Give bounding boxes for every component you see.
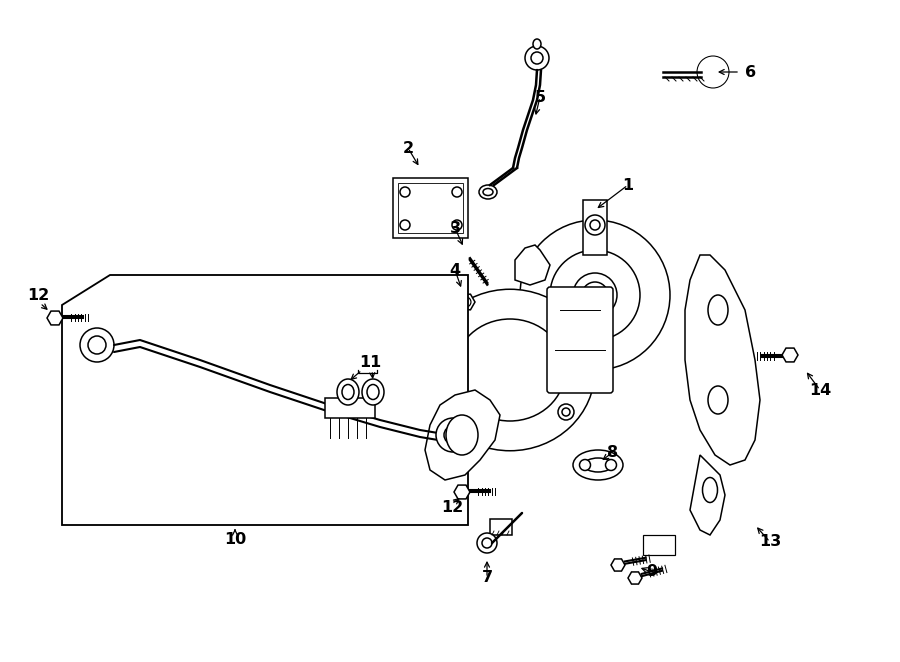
Bar [490, 519, 512, 535]
Ellipse shape [425, 289, 595, 451]
Polygon shape [583, 200, 607, 255]
Circle shape [80, 328, 114, 362]
Ellipse shape [483, 189, 493, 195]
Polygon shape [62, 275, 468, 525]
Text: 2: 2 [402, 140, 414, 156]
Circle shape [452, 187, 462, 197]
Bar [643, 535, 675, 555]
Text: 13: 13 [759, 534, 781, 549]
Ellipse shape [337, 379, 359, 405]
Text: 3: 3 [449, 220, 461, 236]
Bar [398, 183, 463, 233]
Circle shape [477, 533, 497, 553]
Circle shape [461, 297, 471, 307]
Text: 11: 11 [359, 354, 381, 369]
Text: 5: 5 [535, 89, 545, 105]
Polygon shape [690, 455, 725, 535]
Circle shape [585, 215, 605, 235]
Text: 6: 6 [745, 64, 756, 79]
Ellipse shape [708, 295, 728, 325]
Text: 8: 8 [608, 444, 618, 459]
Polygon shape [515, 245, 550, 285]
Bar [393, 178, 468, 238]
Polygon shape [425, 390, 500, 480]
FancyBboxPatch shape [547, 287, 613, 393]
Ellipse shape [454, 319, 565, 421]
Ellipse shape [446, 415, 478, 455]
Text: 9: 9 [646, 565, 658, 579]
Ellipse shape [479, 185, 497, 199]
Circle shape [520, 220, 670, 370]
Circle shape [580, 459, 590, 471]
Polygon shape [685, 255, 760, 465]
Ellipse shape [584, 458, 612, 472]
Text: 12: 12 [27, 287, 50, 303]
Circle shape [436, 418, 470, 452]
Circle shape [606, 459, 616, 471]
Circle shape [444, 426, 462, 444]
Circle shape [590, 220, 600, 230]
Circle shape [697, 56, 729, 88]
Circle shape [88, 336, 106, 354]
Circle shape [562, 408, 570, 416]
Text: 12: 12 [441, 500, 464, 516]
Circle shape [582, 282, 608, 308]
Bar [325, 398, 375, 418]
Text: 1: 1 [623, 177, 634, 193]
Circle shape [400, 220, 410, 230]
Ellipse shape [362, 379, 384, 405]
Ellipse shape [703, 477, 717, 502]
Circle shape [452, 220, 462, 230]
Circle shape [531, 52, 543, 64]
Ellipse shape [342, 385, 354, 399]
Circle shape [558, 404, 574, 420]
Ellipse shape [708, 386, 728, 414]
Circle shape [482, 538, 492, 548]
Text: 4: 4 [449, 263, 461, 277]
Ellipse shape [533, 39, 541, 49]
Text: 7: 7 [482, 571, 492, 585]
Circle shape [573, 273, 617, 317]
Text: 14: 14 [809, 383, 831, 397]
Text: 10: 10 [224, 532, 246, 547]
Circle shape [400, 187, 410, 197]
Circle shape [525, 46, 549, 70]
Ellipse shape [573, 450, 623, 480]
Circle shape [550, 250, 640, 340]
Ellipse shape [367, 385, 379, 399]
